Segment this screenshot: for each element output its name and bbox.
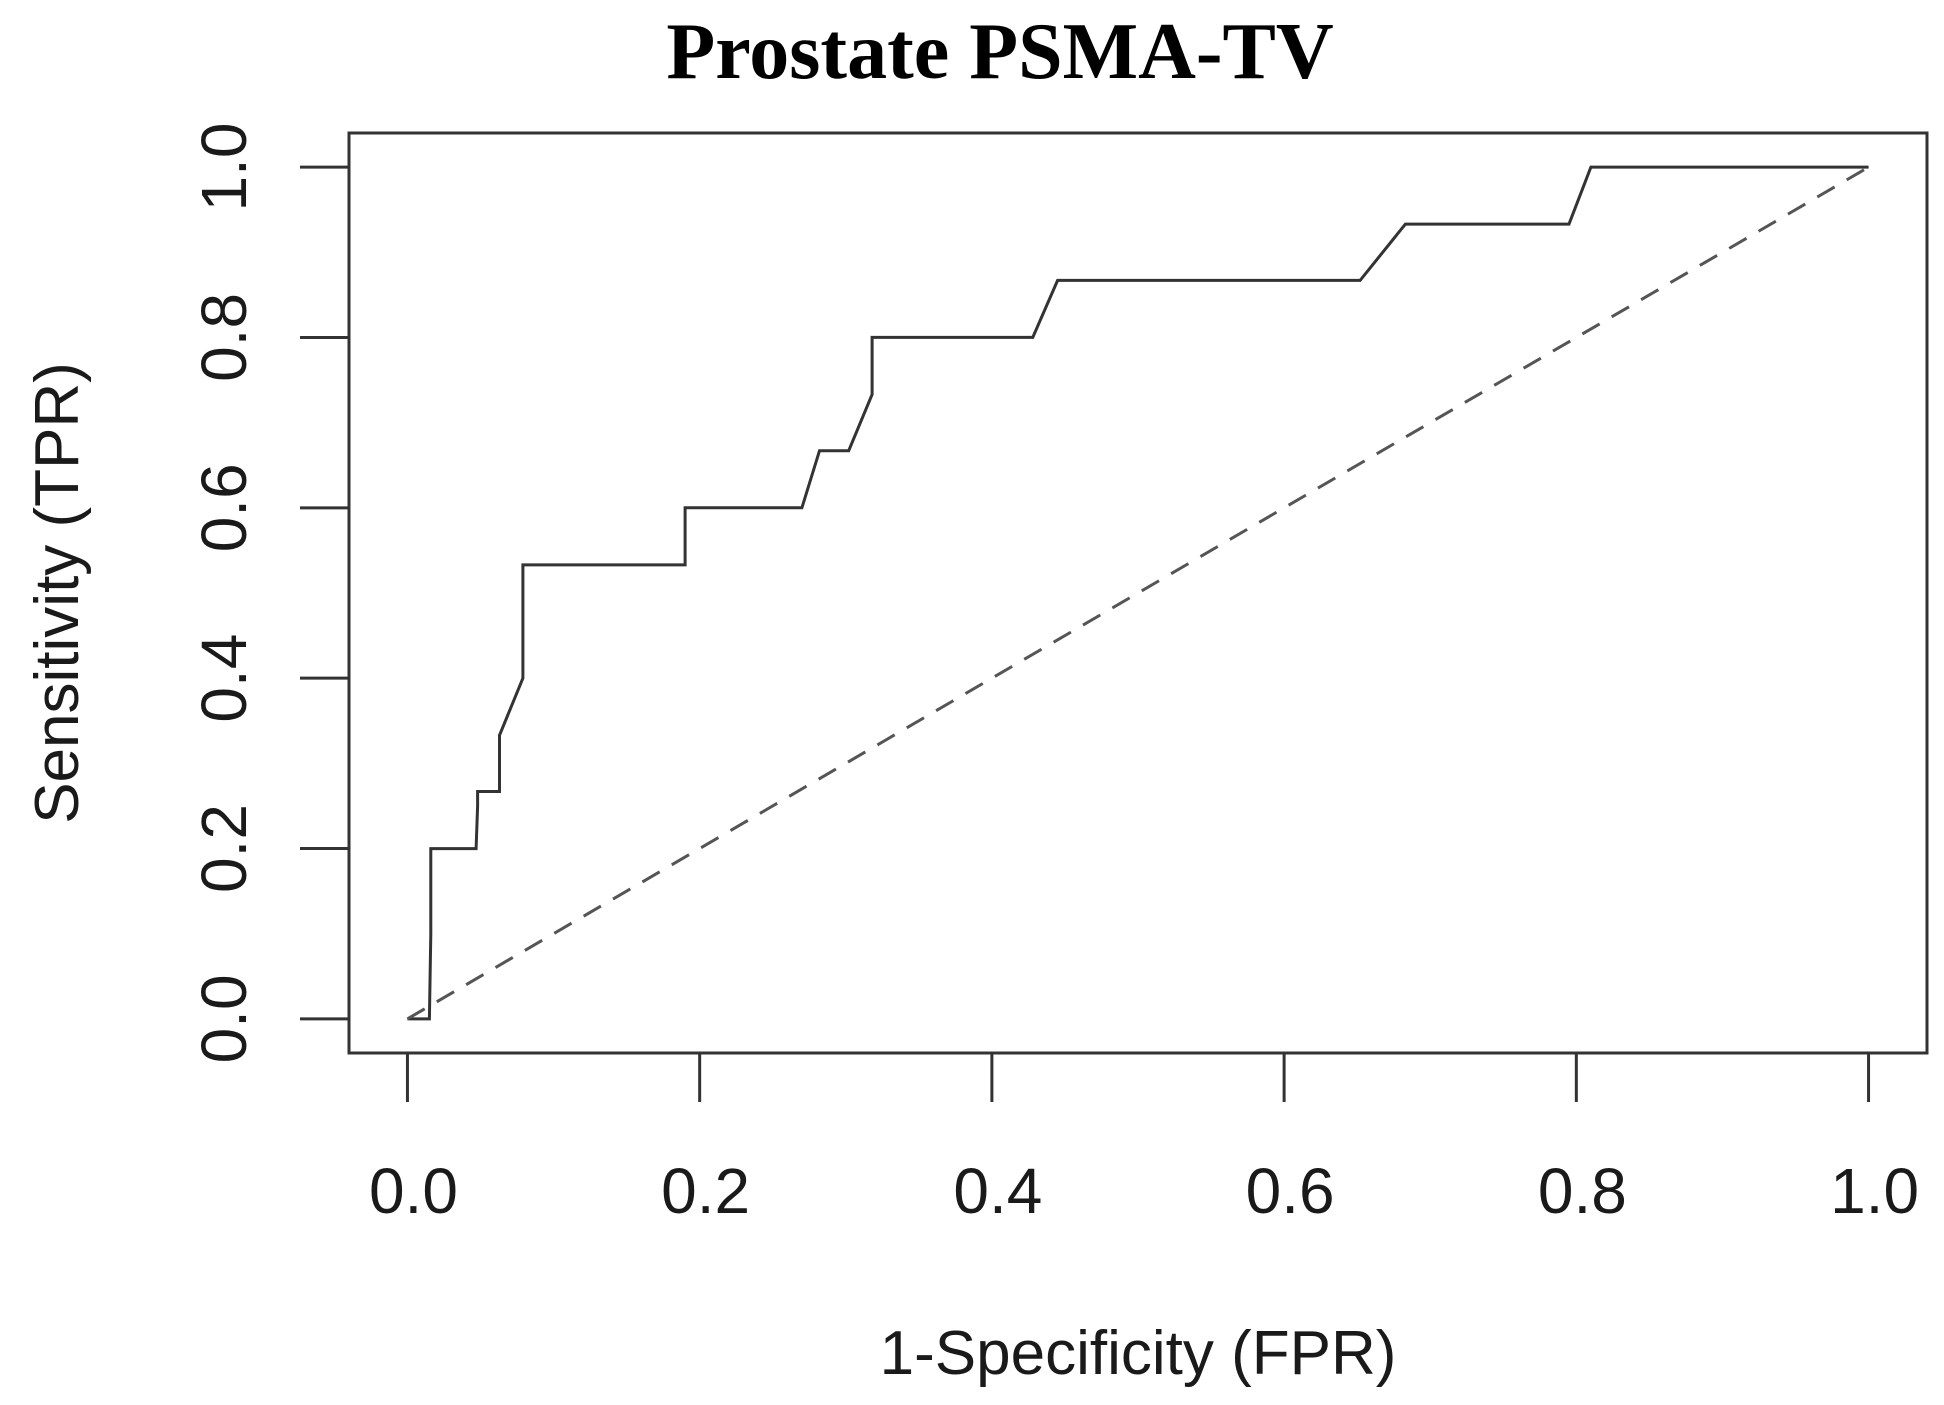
roc-curve (407, 165, 1869, 1021)
x-tick-label: 0.6 (1246, 1155, 1335, 1227)
x-tick-label: 0.2 (661, 1155, 750, 1227)
reference-line (406, 165, 1870, 1021)
x-tick-label: 0.0 (369, 1155, 458, 1227)
x-axis-label: 1-Specificity (FPR) (880, 1319, 1397, 1388)
y-tick-label: 0.6 (188, 463, 260, 552)
y-tick-label: 0.2 (188, 804, 260, 893)
y-axis: 0.0 0.2 0.4 0.6 0.8 1.0 (188, 123, 351, 1063)
x-tick-label: 0.4 (953, 1155, 1042, 1227)
y-tick-label: 0.0 (188, 974, 260, 1063)
y-tick-label: 0.4 (188, 634, 260, 723)
chart-title: Prostate PSMA-TV (666, 8, 1333, 96)
x-axis: 0.0 0.2 0.4 0.6 0.8 1.0 (369, 1051, 1919, 1227)
series-layer (406, 165, 1870, 1021)
y-tick-label: 1.0 (188, 123, 260, 212)
y-tick-label: 0.8 (188, 293, 260, 382)
y-axis-label: Sensitivity (TPR) (23, 362, 92, 824)
x-tick-label: 1.0 (1830, 1155, 1919, 1227)
x-tick-label: 0.8 (1538, 1155, 1627, 1227)
